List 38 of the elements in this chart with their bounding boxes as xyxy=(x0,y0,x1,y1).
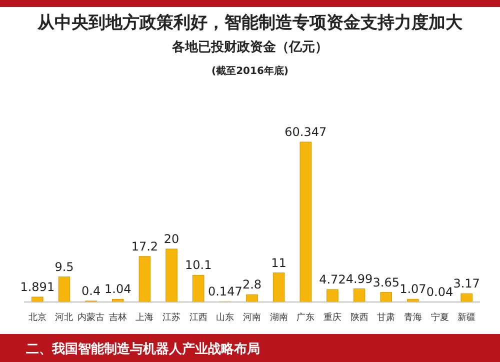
data-label: 3.65 xyxy=(372,275,400,290)
x-tick-label: 江苏 xyxy=(162,312,181,323)
x-tick-label: 北京 xyxy=(28,312,46,323)
data-label: 17.2 xyxy=(131,239,158,254)
chart-subtitle: 各地已投财政资金（亿元） xyxy=(171,40,328,55)
data-label: 1.07 xyxy=(400,282,426,296)
x-tick-label: 湖南 xyxy=(270,312,288,323)
x-tick-label: 广东 xyxy=(296,312,315,323)
x-tick-label: 吉林 xyxy=(108,312,127,323)
data-label: 4.72 xyxy=(319,272,346,286)
data-label: 1.04 xyxy=(104,282,132,296)
x-tick-label: 新疆 xyxy=(458,312,476,323)
x-tick-label: 山东 xyxy=(216,312,234,323)
data-label: 9.5 xyxy=(54,260,74,274)
data-label: 11 xyxy=(271,256,286,270)
x-tick-label: 青海 xyxy=(404,312,422,323)
x-tick-label: 河北 xyxy=(55,312,74,323)
x-tick-label: 宁夏 xyxy=(430,312,449,323)
data-label: 0.147 xyxy=(208,284,242,299)
x-tick-label: 上海 xyxy=(136,312,154,323)
x-tick-label: 江西 xyxy=(189,312,208,323)
data-label: 10.1 xyxy=(184,258,212,272)
x-tick-label: 甘肃 xyxy=(377,312,396,323)
text: 二、我国智能制造与机器人产业战略布局 xyxy=(26,341,260,357)
data-label: 2.8 xyxy=(242,278,262,292)
data-label: 4.99 xyxy=(346,272,373,286)
data-label: 60.347 xyxy=(284,125,327,139)
x-tick-label: 内蒙古 xyxy=(78,312,105,323)
data-label: 3.17 xyxy=(453,276,480,291)
text: (截至2016年底) xyxy=(212,65,288,77)
data-label: 1.891 xyxy=(20,280,55,294)
x-tick-label: 重庆 xyxy=(323,312,342,323)
chart-title: 从中央到地方政策利好，智能制造专项资金支持力度加大 xyxy=(36,13,464,33)
data-label: 0.04 xyxy=(426,284,454,299)
data-label: 20 xyxy=(164,232,180,246)
data-label: 0.4 xyxy=(82,284,101,298)
x-tick-label: 河南 xyxy=(243,312,261,323)
x-tick-label: 陕西 xyxy=(350,312,368,323)
